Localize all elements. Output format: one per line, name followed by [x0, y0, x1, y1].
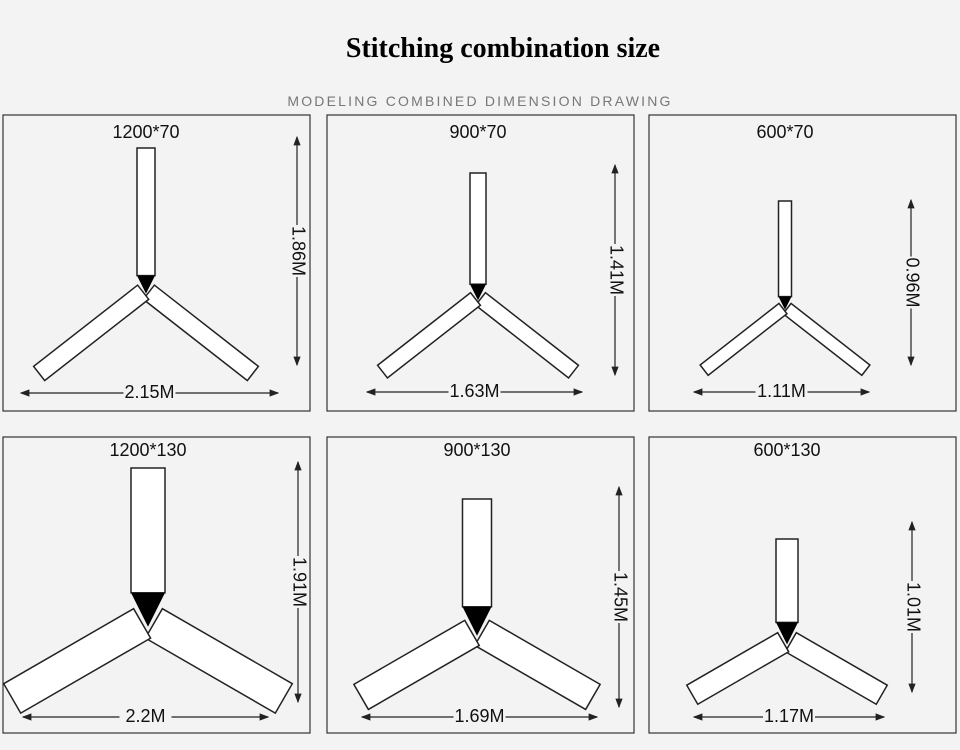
- label-gap: [288, 556, 308, 608]
- label-gap: [123, 383, 176, 403]
- label-gap: [287, 225, 307, 277]
- panel-label: 1200*70: [112, 122, 179, 142]
- arm: [685, 631, 790, 706]
- panel: 1200*70 1.86M 2.15M: [2, 114, 311, 412]
- height-label: 1.41M: [606, 245, 626, 295]
- joint: [778, 296, 792, 310]
- width-label: 1.11M: [757, 381, 806, 401]
- panel: 600*70 0.96M 1.11M: [648, 114, 957, 412]
- stem: [130, 467, 166, 594]
- joint: [776, 622, 798, 645]
- joint: [137, 275, 155, 294]
- arm: [781, 302, 871, 377]
- panel-frame: [2, 436, 311, 734]
- joint: [462, 606, 492, 636]
- stem: [775, 538, 799, 624]
- width-label: 2.15M: [124, 382, 174, 402]
- subtitle: MODELING COMBINED DIMENSION DRAWING: [287, 93, 672, 109]
- stem: [136, 147, 156, 277]
- panel-frame: [648, 436, 957, 734]
- title: Stitching combination size: [346, 33, 660, 64]
- stem: [777, 200, 793, 298]
- arm: [352, 619, 481, 711]
- height-label: 1.45M: [610, 572, 630, 622]
- arm: [699, 302, 789, 377]
- stem: [469, 172, 487, 285]
- arm: [376, 291, 482, 379]
- panel: 600*130 1.01M 1.17M: [648, 436, 957, 734]
- panel-label: 600*70: [756, 122, 813, 142]
- panel: 900*130 1.45M 1.69M: [326, 436, 635, 734]
- label-gap: [902, 581, 922, 633]
- arm: [32, 284, 150, 382]
- panel-frame: [326, 436, 635, 734]
- joint: [470, 284, 486, 301]
- arm: [2, 607, 152, 715]
- label-gap: [453, 707, 506, 727]
- width-label: 2.2M: [125, 706, 165, 726]
- height-label: 1.01M: [903, 582, 923, 632]
- panel-label: 600*130: [753, 440, 820, 460]
- panel-frame: [326, 114, 635, 412]
- arm: [474, 291, 580, 379]
- width-label: 1.63M: [449, 381, 499, 401]
- height-label: 1.86M: [288, 226, 308, 276]
- panel-label: 900*70: [449, 122, 506, 142]
- label-gap: [755, 382, 808, 402]
- arm: [142, 284, 260, 382]
- label-gap: [119, 707, 172, 727]
- panel-frame: [648, 114, 957, 412]
- panel: 1200*130 1.91M 2.2M: [2, 436, 311, 734]
- label-gap: [605, 244, 625, 296]
- arm: [784, 631, 889, 706]
- label-gap: [609, 571, 629, 623]
- height-label: 0.96M: [902, 257, 922, 307]
- arm: [144, 607, 294, 715]
- label-gap: [901, 256, 921, 309]
- width-label: 1.17M: [764, 706, 814, 726]
- arm: [473, 619, 602, 711]
- panel-frame: [2, 114, 311, 412]
- joint: [131, 592, 165, 627]
- stem: [461, 498, 493, 608]
- panel-label: 1200*130: [109, 440, 186, 460]
- label-gap: [448, 382, 501, 402]
- panel: 900*70 1.41M 1.63M: [326, 114, 635, 412]
- label-gap: [763, 707, 815, 727]
- width-label: 1.69M: [454, 706, 504, 726]
- height-label: 1.91M: [289, 557, 309, 607]
- panel-label: 900*130: [443, 440, 510, 460]
